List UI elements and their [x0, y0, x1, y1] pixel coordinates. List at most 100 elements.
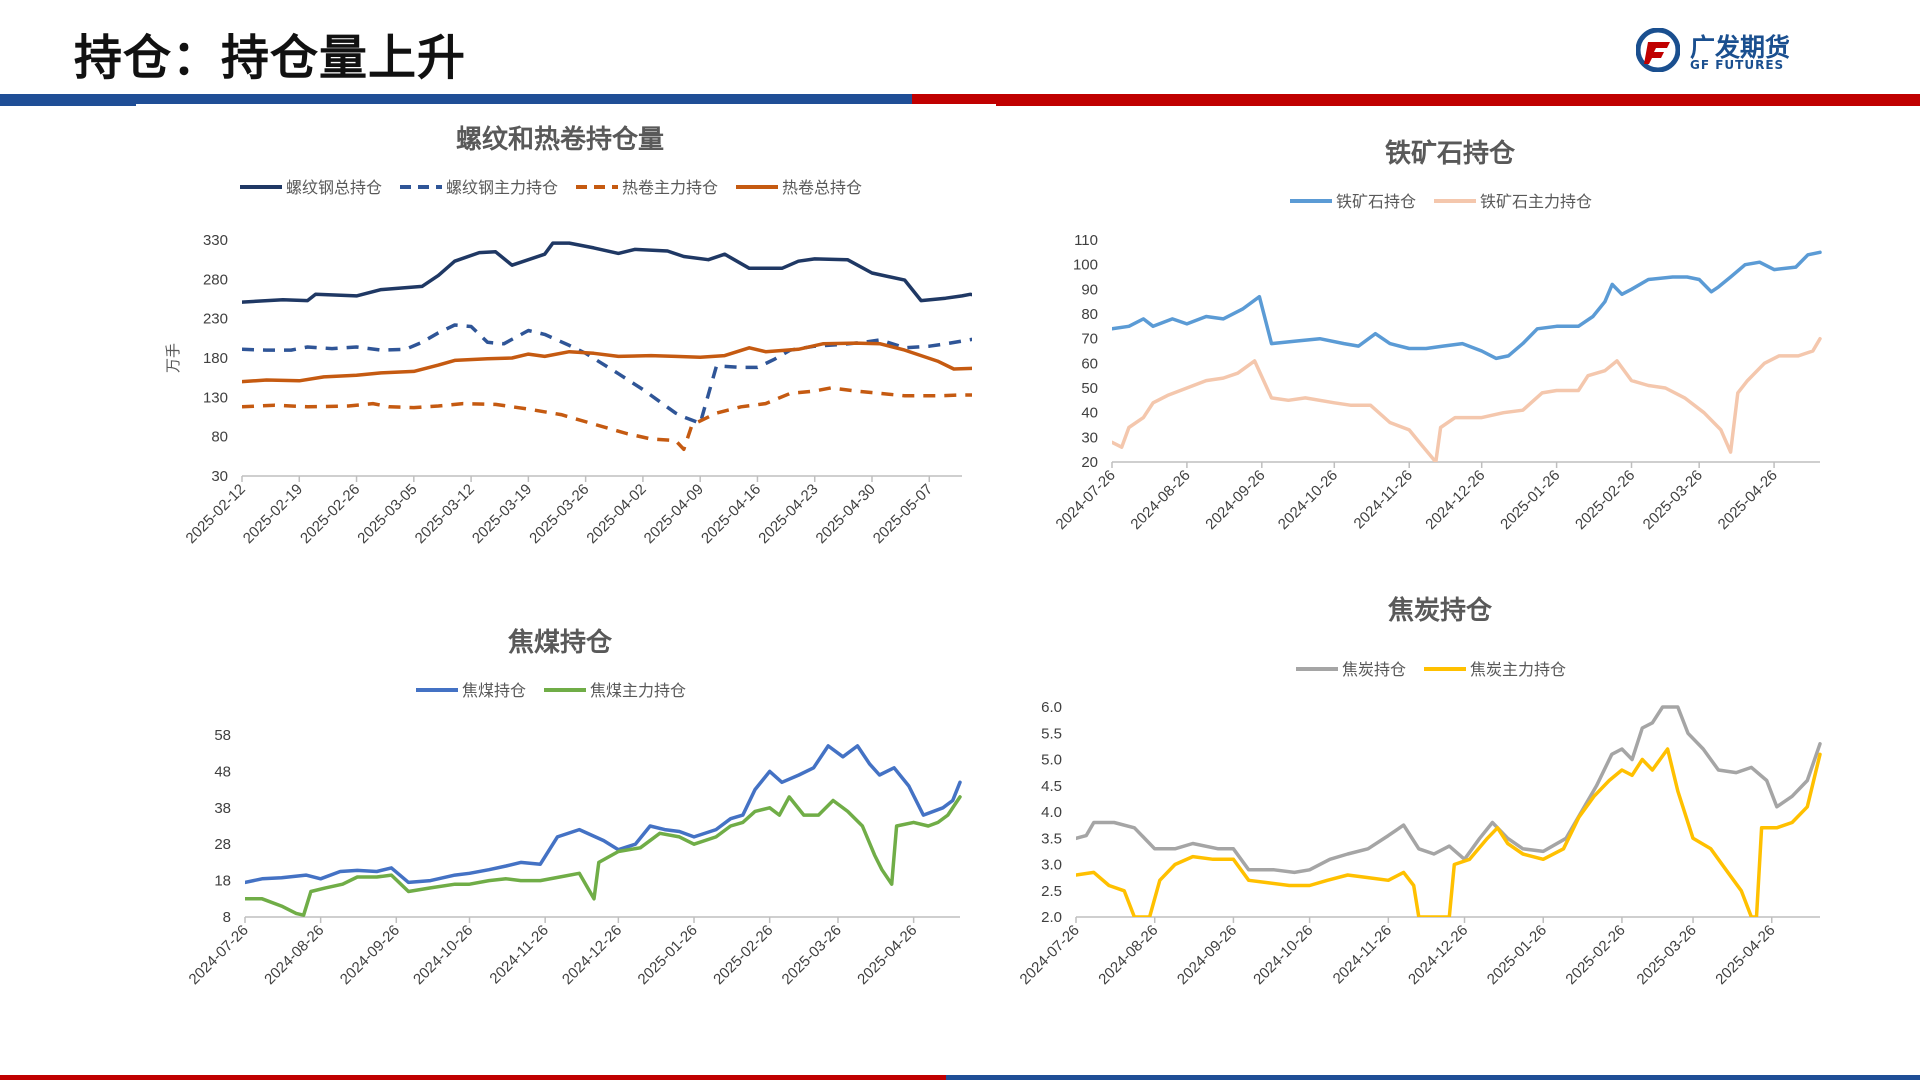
series-line-1 — [1112, 250, 1822, 361]
y-tick-label: 20 — [1081, 454, 1098, 471]
y-tick-label: 60 — [1081, 355, 1098, 372]
header-band-blue — [0, 94, 912, 106]
chart-title: 螺纹和热卷持仓量 — [456, 124, 664, 155]
x-tick-label: 2025-04-23 — [755, 481, 821, 547]
y-tick-label: 58 — [214, 727, 231, 744]
x-tick-label: 2025-03-26 — [1640, 467, 1706, 533]
logo-text-en: GF FUTURES — [1690, 58, 1785, 72]
legend-item: 热卷总持仓 — [736, 178, 862, 197]
y-tick-label: 3.5 — [1041, 830, 1062, 847]
header-band-gap — [136, 104, 996, 110]
y-tick-label: 130 — [203, 389, 228, 406]
series-line-3 — [242, 386, 972, 452]
header-band-red — [912, 94, 1920, 106]
legend-label: 焦煤主力持仓 — [590, 681, 686, 700]
x-tick-label: 2024-11-26 — [1330, 922, 1395, 987]
series-line-2 — [1076, 747, 1822, 917]
chart-coke: 焦炭持仓 焦炭持仓 焦炭主力持仓 2.0 2.5 3.0 3.5 4.0 4.5 5.0 5.5 6.… — [1017, 595, 1860, 1015]
y-tick-label: 5.5 — [1041, 725, 1062, 742]
series-line-1 — [242, 241, 972, 304]
x-tick-label: 2025-04-26 — [1715, 467, 1781, 533]
page-title: 持仓：持仓量上升 — [74, 30, 467, 86]
y-tick-label: 30 — [1081, 429, 1098, 446]
x-tick-label: 2024-12-26 — [1422, 467, 1488, 533]
series-line-1 — [1076, 705, 1822, 875]
series-line-1 — [245, 744, 962, 885]
chart-title: 焦煤持仓 — [508, 627, 613, 658]
x-tick-label: 2025-04-09 — [641, 481, 707, 547]
chart-title: 铁矿石持仓 — [1385, 138, 1516, 169]
y-tick-label: 38 — [214, 800, 231, 817]
y-tick-label: 8 — [223, 909, 231, 926]
legend-item: 焦炭主力持仓 — [1424, 660, 1566, 679]
y-tick-label: 90 — [1081, 281, 1098, 298]
y-tick-label: 280 — [203, 271, 228, 288]
y-tick-label: 18 — [214, 873, 231, 890]
x-tick-label: 2025-04-02 — [583, 481, 649, 547]
y-tick-label: 40 — [1081, 405, 1098, 422]
chart-title: 焦炭持仓 — [1388, 595, 1493, 626]
x-tick-label: 2024-09-26 — [337, 922, 403, 988]
y-tick-label: 4.0 — [1041, 804, 1062, 821]
legend-item: 铁矿石持仓 — [1290, 192, 1416, 211]
x-tick-label: 2025-02-19 — [240, 481, 306, 547]
series-line-2 — [245, 795, 962, 917]
legend-label: 焦煤持仓 — [462, 681, 526, 700]
y-tick-label: 50 — [1081, 380, 1098, 397]
legend-label: 铁矿石主力持仓 — [1480, 192, 1592, 211]
legend-item: 焦炭持仓 — [1296, 660, 1406, 679]
y-tick-label: 28 — [214, 836, 231, 853]
y-tick-label: 80 — [211, 429, 228, 446]
legend-item: 螺纹钢主力持仓 — [400, 178, 558, 197]
x-tick-label: 2025-02-26 — [297, 481, 363, 547]
legend-item: 焦煤持仓 — [416, 681, 526, 700]
legend-item: 铁矿石主力持仓 — [1434, 192, 1592, 211]
legend-label: 热卷主力持仓 — [622, 178, 718, 197]
y-tick-label: 2.0 — [1041, 909, 1062, 926]
y-tick-label: 70 — [1081, 331, 1098, 348]
x-tick-label: 2025-04-26 — [854, 922, 920, 988]
logo-text-cn: 广发期货 — [1690, 33, 1791, 62]
x-tick-label: 2024-10-26 — [1275, 467, 1341, 533]
legend-item: 焦煤主力持仓 — [544, 681, 686, 700]
x-tick-label: 2025-03-26 — [1634, 922, 1700, 988]
company-logo: 广发期货 GF FUTURES — [1636, 26, 1806, 76]
y-tick-label: 100 — [1073, 257, 1098, 274]
y-tick-label: 3.0 — [1041, 857, 1062, 874]
series-line-2 — [1112, 336, 1822, 462]
x-tick-label: 2024-08-26 — [1095, 922, 1161, 988]
y-axis-label: 万手 — [164, 343, 182, 373]
x-tick-label: 2024-09-26 — [1174, 922, 1240, 988]
chart-coking-coal: 焦煤持仓 焦煤持仓 焦煤主力持仓 8 18 28 38 48 58 2024-07-26 2024-… — [150, 615, 970, 1005]
legend-label: 焦炭持仓 — [1342, 660, 1406, 679]
legend-item: 热卷主力持仓 — [576, 178, 718, 197]
x-tick-label: 2025-03-19 — [469, 481, 535, 547]
chart-rebar-hotcoil: 螺纹和热卷持仓量 螺纹钢总持仓 螺纹钢主力持仓 热卷主力持仓 热卷总持仓 万手 30 80 13… — [150, 110, 972, 580]
x-tick-label: 2024-08-26 — [261, 922, 327, 988]
y-tick-label: 180 — [203, 350, 228, 367]
x-tick-label: 2024-09-26 — [1202, 467, 1268, 533]
series-line-2 — [242, 323, 972, 426]
x-tick-label: 2024-11-26 — [1351, 467, 1416, 532]
x-tick-label: 2024-08-26 — [1127, 467, 1193, 533]
legend-label: 铁矿石持仓 — [1336, 192, 1416, 211]
x-tick-label: 2025-02-26 — [1562, 922, 1628, 988]
x-tick-label: 2025-01-26 — [1497, 467, 1563, 533]
x-tick-label: 2025-02-26 — [710, 922, 776, 988]
x-tick-label: 2025-03-26 — [779, 922, 845, 988]
x-tick-label: 2025-04-26 — [1712, 922, 1778, 988]
y-tick-label: 2.5 — [1041, 883, 1062, 900]
y-tick-label: 330 — [203, 232, 228, 249]
x-tick-label: 2024-07-26 — [1053, 467, 1119, 533]
x-tick-label: 2025-04-30 — [813, 481, 879, 547]
x-tick-label: 2024-11-26 — [486, 922, 551, 987]
x-tick-label: 2025-02-12 — [183, 481, 249, 547]
y-tick-label: 230 — [203, 311, 228, 328]
x-tick-label: 2024-10-26 — [410, 922, 476, 988]
series-line-4 — [242, 341, 972, 384]
legend-item: 螺纹钢总持仓 — [240, 178, 382, 197]
legend-label: 螺纹钢主力持仓 — [446, 178, 558, 197]
